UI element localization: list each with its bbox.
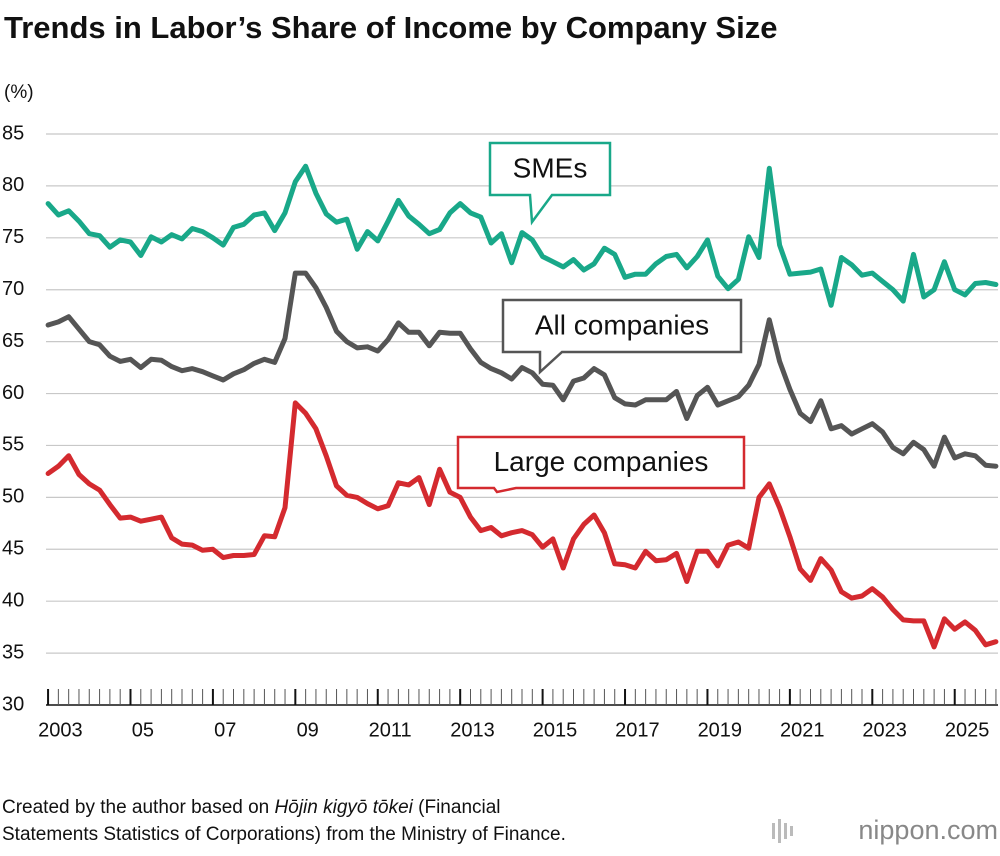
series-line [45,270,999,469]
series-line [45,400,999,650]
y-tick-label: 40 [2,589,24,611]
y-tick-label: 80 [2,174,24,196]
y-tick-label: 30 [2,693,24,715]
y-tick-label: 35 [2,641,24,663]
callout-box [456,435,746,494]
y-tick-label: 50 [2,486,24,508]
x-tick-label: 2011 [369,719,412,741]
x-tick-label: 05 [132,719,154,741]
series-line [45,163,999,308]
x-tick-label: 09 [297,719,319,741]
x-tick-label: 2025 [945,719,990,741]
y-tick-label: 45 [2,538,24,560]
y-tick-label: 65 [2,330,24,352]
x-tick-label: 2023 [862,719,907,741]
legend-label: Large companies [494,446,709,477]
y-tick-label: 75 [2,226,24,248]
callout-box [488,141,612,226]
source-note: Statements Statistics of Corporations) f… [2,824,566,845]
legend-label: All companies [535,309,709,340]
logo-icon [772,819,793,843]
x-tick-label: 2019 [698,719,743,741]
x-tick-label: 2015 [533,719,578,741]
x-tick-label: 2003 [38,719,83,741]
logo: nippon.com [858,815,998,845]
source-part: Hōjin kigyō tōkei [275,797,414,818]
x-tick-label: 2017 [615,719,660,741]
y-tick-label: 70 [2,278,24,300]
x-tick-label: 2013 [450,719,495,741]
source-part: Created by the author based on [2,797,275,818]
chart-title: Trends in Labor’s Share of Income by Com… [4,10,777,45]
source-note: Created by the author based on Hōjin kig… [2,797,501,818]
source-part: (Financial [413,797,501,818]
callout-box [501,298,743,375]
y-tick-label: 55 [2,434,24,456]
legend-label: SMEs [513,152,588,183]
y-unit: (%) [4,82,34,103]
x-tick-label: 07 [214,719,236,741]
y-tick-label: 60 [2,382,24,404]
y-tick-label: 85 [2,122,24,144]
x-tick-label: 2021 [780,719,825,741]
